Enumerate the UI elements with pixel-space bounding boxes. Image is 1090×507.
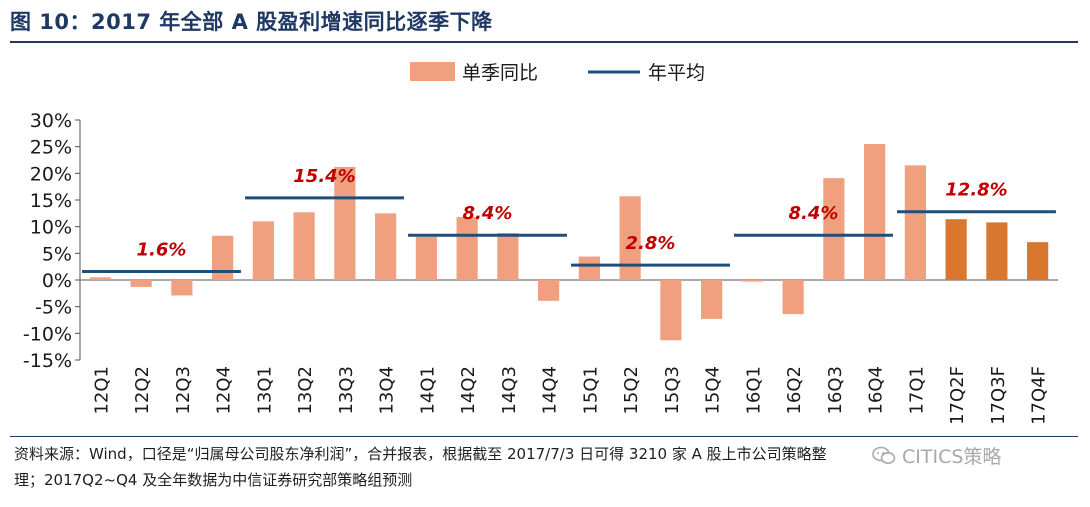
bar-15Q2 bbox=[619, 196, 641, 280]
y-tick-label: -5% bbox=[35, 297, 72, 319]
x-tick-label: 13Q1 bbox=[254, 366, 275, 415]
bar-14Q2 bbox=[456, 217, 478, 280]
bar-16Q3 bbox=[823, 178, 845, 280]
chart-title: 图 10：2017 年全部 A 股盈利增速同比逐季下降 bbox=[10, 10, 493, 34]
y-tick-label: 25% bbox=[30, 137, 72, 159]
bar-15Q3 bbox=[660, 280, 682, 341]
y-tick-label: 10% bbox=[30, 217, 72, 239]
x-tick-label: 17Q1 bbox=[906, 366, 927, 415]
bar-12Q2 bbox=[130, 280, 152, 287]
bar-13Q3 bbox=[334, 166, 356, 280]
legend-swatch-bar bbox=[410, 62, 455, 81]
bar-12Q4 bbox=[212, 235, 234, 280]
bar-15Q4 bbox=[701, 280, 723, 319]
bar-13Q2 bbox=[293, 212, 315, 280]
x-tick-label: 15Q2 bbox=[621, 366, 642, 415]
x-tick-label: 16Q1 bbox=[743, 366, 764, 415]
x-tick-label: 16Q3 bbox=[825, 366, 846, 415]
x-tick-label: 17Q2F bbox=[947, 366, 968, 425]
legend-label-bar: 单季同比 bbox=[462, 62, 538, 84]
title-divider bbox=[10, 41, 1078, 43]
x-tick-label: 14Q4 bbox=[540, 366, 561, 415]
x-tick-label: 12Q3 bbox=[173, 366, 194, 415]
x-tick-label: 12Q4 bbox=[214, 366, 235, 415]
y-tick-label: 15% bbox=[30, 190, 72, 212]
watermark-text: CITICS策略 bbox=[902, 446, 1002, 468]
avg-label-2012: 1.6% bbox=[137, 239, 187, 260]
bar-17Q2F bbox=[945, 219, 967, 280]
bar-14Q3 bbox=[497, 233, 519, 280]
source-divider bbox=[10, 436, 1078, 437]
x-tick-label: 17Q3F bbox=[988, 366, 1009, 425]
bar-12Q1 bbox=[89, 277, 111, 280]
x-tick-label: 16Q2 bbox=[784, 366, 805, 415]
x-tick-label: 15Q1 bbox=[580, 366, 601, 415]
x-tick-label: 13Q3 bbox=[336, 366, 357, 415]
x-tick-label: 13Q4 bbox=[377, 366, 398, 415]
y-tick-label: -10% bbox=[23, 323, 72, 345]
x-tick-label: 12Q2 bbox=[132, 366, 153, 415]
bar-16Q2 bbox=[782, 280, 804, 315]
legend-label-line: 年平均 bbox=[648, 62, 705, 84]
y-tick-label: 5% bbox=[42, 243, 72, 265]
bar-17Q1 bbox=[904, 165, 926, 280]
x-tick-label: 15Q4 bbox=[703, 366, 724, 415]
y-tick-label: 20% bbox=[30, 163, 72, 185]
watermark: CITICS策略 bbox=[872, 442, 1001, 469]
bar-16Q4 bbox=[864, 144, 886, 280]
x-tick-label: 13Q2 bbox=[295, 366, 316, 415]
bar-13Q4 bbox=[375, 213, 397, 280]
y-tick-label: 0% bbox=[42, 270, 72, 292]
x-tick-label: 16Q4 bbox=[866, 366, 887, 415]
avg-label-2014: 8.4% bbox=[463, 203, 513, 224]
source-line-2: 理；2017Q2~Q4 及全年数据为中信证券研究部策略组预测 bbox=[14, 471, 413, 489]
source-line-1: 资料来源：Wind，口径是“归属母公司股东净利润”，合并报表，根据截至 2017… bbox=[14, 445, 827, 463]
bar-chart: 30% 25% 20% 15% 10% 5% 0% -5% -10% -15% 12Q1 12Q2 12… bbox=[23, 62, 1058, 425]
bar-17Q4F bbox=[1027, 242, 1049, 280]
y-tick-label: 30% bbox=[30, 110, 72, 132]
y-tick-label: -15% bbox=[23, 350, 72, 372]
x-tick-label: 17Q4F bbox=[1029, 366, 1050, 425]
bar-15Q1 bbox=[578, 256, 600, 280]
x-tick-label: 14Q1 bbox=[417, 366, 438, 415]
avg-label-2013: 15.4% bbox=[293, 166, 355, 187]
bar-12Q3 bbox=[171, 280, 193, 296]
avg-label-2017: 12.8% bbox=[945, 180, 1007, 201]
bar-14Q1 bbox=[415, 236, 437, 280]
bar-16Q1 bbox=[741, 280, 763, 282]
bar-13Q1 bbox=[252, 221, 274, 280]
avg-label-2016: 8.4% bbox=[789, 203, 839, 224]
source-note: 资料来源：Wind，口径是“归属母公司股东净利润”，合并报表，根据截至 2017… bbox=[14, 441, 1074, 493]
avg-label-2015: 2.8% bbox=[626, 233, 676, 254]
x-tick-label: 15Q3 bbox=[662, 366, 683, 415]
x-tick-label: 14Q2 bbox=[458, 366, 479, 415]
bar-14Q4 bbox=[538, 280, 560, 301]
x-tick-label: 14Q3 bbox=[499, 366, 520, 415]
wechat-icon bbox=[872, 446, 896, 464]
bar-17Q3F bbox=[986, 222, 1008, 280]
x-tick-label: 12Q1 bbox=[91, 366, 112, 415]
